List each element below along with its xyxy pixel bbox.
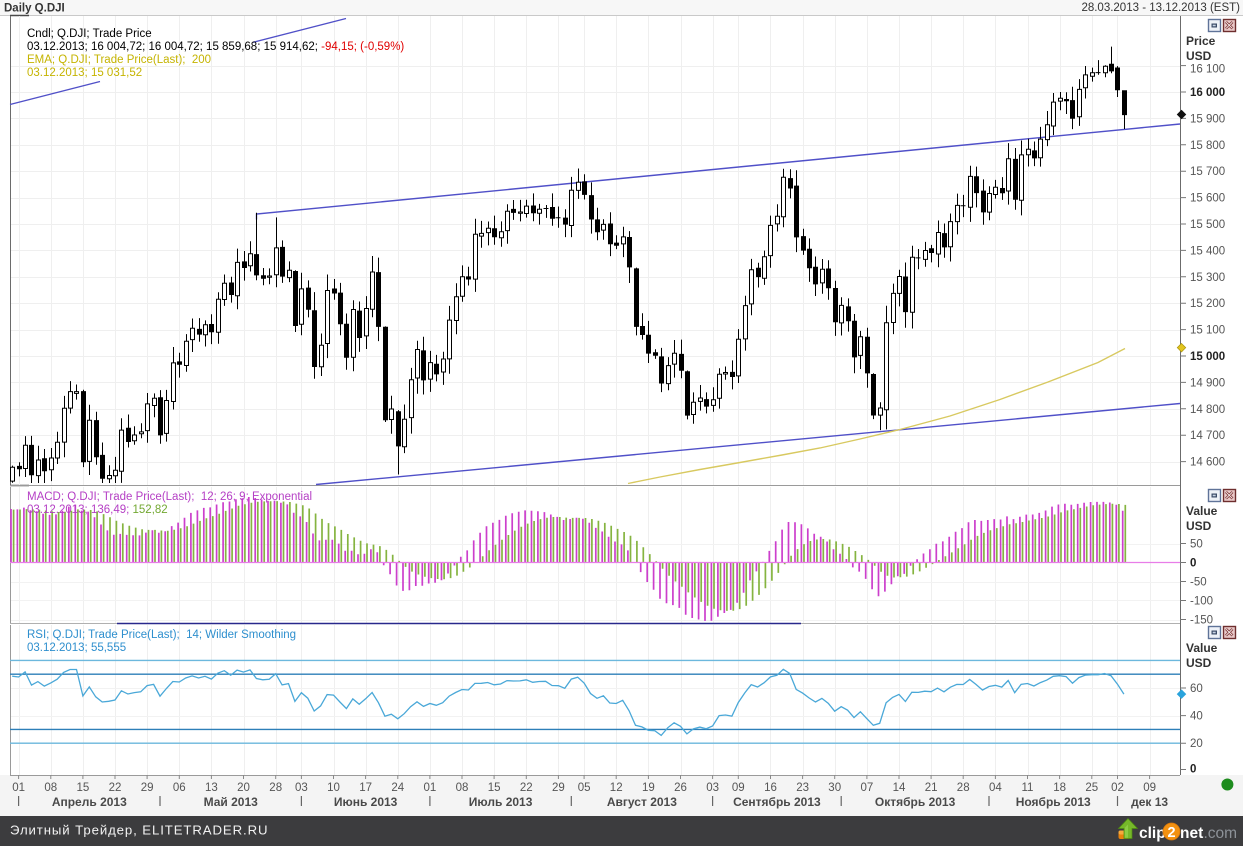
svg-text:03: 03 [706,782,719,794]
svg-text:13: 13 [205,782,218,794]
svg-text:EMA; Q.DJI; Trade Price(Last);: EMA; Q.DJI; Trade Price(Last); 200 [27,54,211,66]
svg-text:14 800: 14 800 [1190,404,1225,416]
svg-text:Октябрь 2013: Октябрь 2013 [875,795,956,809]
svg-text:Daily Q.DJI: Daily Q.DJI [4,3,65,15]
svg-text:16 000: 16 000 [1190,87,1225,99]
svg-text:40: 40 [1190,711,1203,723]
svg-text:17: 17 [359,782,372,794]
svg-text:01: 01 [12,782,25,794]
svg-text:01: 01 [424,782,437,794]
svg-text:16: 16 [764,782,777,794]
svg-text:15: 15 [488,782,501,794]
svg-text:20: 20 [1190,738,1203,750]
svg-text:09: 09 [732,782,745,794]
svg-text:09: 09 [1143,782,1156,794]
svg-text:22: 22 [109,782,122,794]
svg-text:07: 07 [861,782,874,794]
svg-text:23: 23 [796,782,809,794]
svg-text:50: 50 [1190,539,1203,551]
svg-text:дек 13: дек 13 [1131,795,1168,809]
svg-text:Price: Price [1186,34,1216,48]
svg-text:0: 0 [1190,764,1196,776]
svg-text:28.03.2013 - 13.12.2013 (EST): 28.03.2013 - 13.12.2013 (EST) [1081,2,1240,14]
svg-text:Апрель 2013: Апрель 2013 [52,795,127,809]
svg-text:10: 10 [327,782,340,794]
svg-text:15 900: 15 900 [1190,113,1225,125]
svg-text:16 100: 16 100 [1190,64,1225,76]
svg-text:15 000: 15 000 [1190,351,1225,363]
svg-text:28: 28 [269,782,282,794]
svg-text:14 900: 14 900 [1190,377,1225,389]
svg-text:USD: USD [1186,656,1212,670]
svg-text:03.12.2013; 15 031,52: 03.12.2013; 15 031,52 [27,67,142,79]
svg-text:Май 2013: Май 2013 [204,795,259,809]
svg-text:15 800: 15 800 [1190,140,1225,152]
svg-text:Июнь 2013: Июнь 2013 [334,795,398,809]
svg-text:29: 29 [552,782,565,794]
svg-text:28: 28 [957,782,970,794]
svg-text:03.12.2013; 55,555: 03.12.2013; 55,555 [27,642,126,654]
svg-text:02: 02 [1111,782,1124,794]
svg-text:60: 60 [1190,683,1203,695]
svg-text:12: 12 [610,782,623,794]
svg-text:14: 14 [893,782,906,794]
svg-text:15: 15 [77,782,90,794]
svg-text:15 600: 15 600 [1190,193,1225,205]
svg-text:Июль 2013: Июль 2013 [469,795,533,809]
svg-text:USD: USD [1186,519,1212,533]
svg-text:21: 21 [925,782,938,794]
svg-text:29: 29 [141,782,154,794]
svg-text:15 700: 15 700 [1190,166,1225,178]
svg-text:Value: Value [1186,641,1218,655]
svg-text:04: 04 [989,782,1002,794]
svg-text:net: net [1180,825,1203,842]
svg-text:Элитный Трейдер, ELITETRADER.R: Элитный Трейдер, ELITETRADER.RU [10,823,268,838]
svg-text:14 700: 14 700 [1190,430,1225,442]
svg-text:15 300: 15 300 [1190,272,1225,284]
svg-text:20: 20 [237,782,250,794]
svg-text:Сентябрь 2013: Сентябрь 2013 [733,795,821,809]
svg-text:06: 06 [173,782,186,794]
svg-text:2: 2 [1167,825,1175,841]
svg-text:15 500: 15 500 [1190,219,1225,231]
svg-text:-100: -100 [1190,596,1213,608]
svg-text:24: 24 [391,782,404,794]
svg-text:22: 22 [520,782,533,794]
svg-text:-150: -150 [1190,615,1213,627]
svg-text:26: 26 [674,782,687,794]
svg-text:0: 0 [1190,558,1196,570]
svg-text:11: 11 [1022,782,1034,794]
svg-text:15 100: 15 100 [1190,325,1225,337]
svg-text:03.12.2013; 16 004,72; 16 004,: 03.12.2013; 16 004,72; 16 004,72; 15 859… [27,41,404,53]
svg-text:18: 18 [1053,782,1066,794]
svg-text:-50: -50 [1190,577,1207,589]
svg-text:Cndl; Q.DJI; Trade Price: Cndl; Q.DJI; Trade Price [27,28,152,40]
svg-text:30: 30 [828,782,841,794]
svg-text:08: 08 [44,782,57,794]
svg-text:14 600: 14 600 [1190,457,1225,469]
svg-text:.com: .com [1204,825,1238,842]
svg-text:25: 25 [1085,782,1098,794]
svg-text:clip: clip [1139,825,1166,842]
svg-text:Ноябрь 2013: Ноябрь 2013 [1016,795,1091,809]
svg-text:03: 03 [295,782,308,794]
svg-text:USD: USD [1186,49,1212,63]
svg-text:15 200: 15 200 [1190,298,1225,310]
svg-text:Август 2013: Август 2013 [607,795,677,809]
svg-text:08: 08 [456,782,469,794]
svg-text:03.12.2013; 136,49; 152,82: 03.12.2013; 136,49; 152,82 [27,504,168,516]
svg-text:15 400: 15 400 [1190,245,1225,257]
svg-text:RSI; Q.DJI; Trade Price(Last);: RSI; Q.DJI; Trade Price(Last); 14; Wilde… [27,629,296,641]
svg-text:05: 05 [578,782,591,794]
svg-text:Value: Value [1186,504,1218,518]
svg-text:MACD; Q.DJI; Trade Price(Last): MACD; Q.DJI; Trade Price(Last); 12; 26; … [27,491,312,503]
svg-text:19: 19 [642,782,655,794]
